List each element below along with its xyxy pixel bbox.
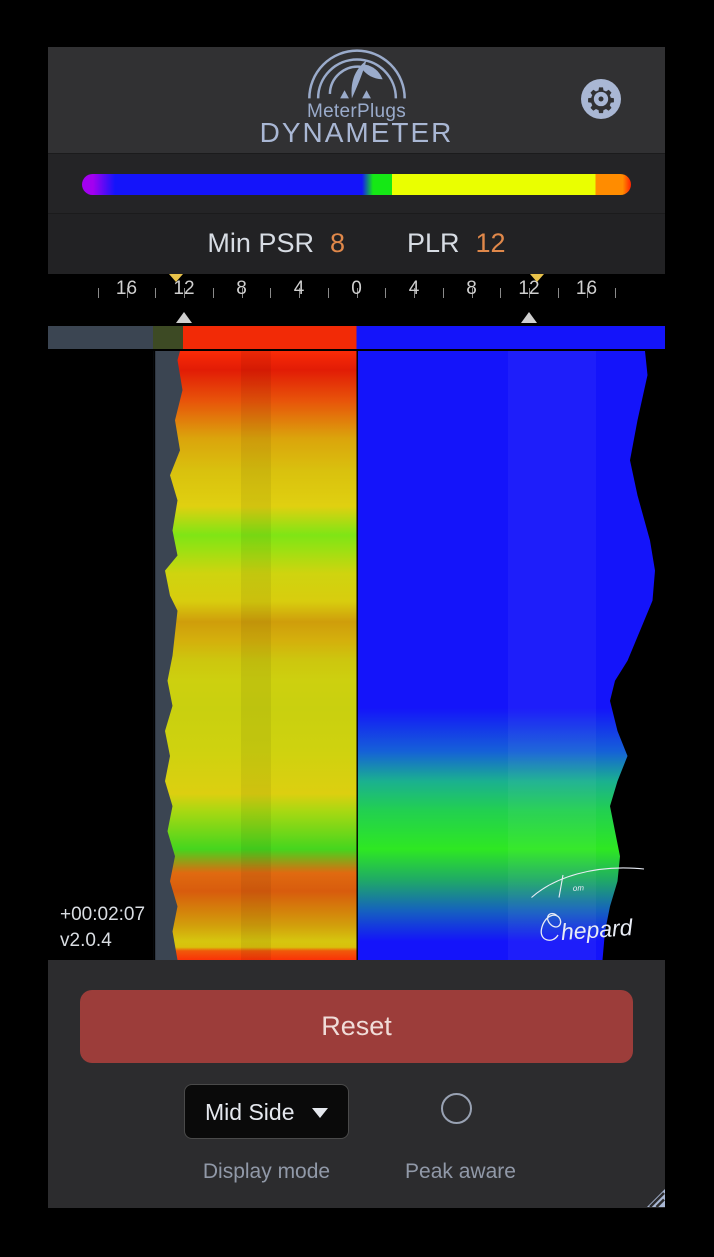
svg-text:hepard: hepard xyxy=(560,914,634,945)
svg-text:om: om xyxy=(573,883,585,893)
